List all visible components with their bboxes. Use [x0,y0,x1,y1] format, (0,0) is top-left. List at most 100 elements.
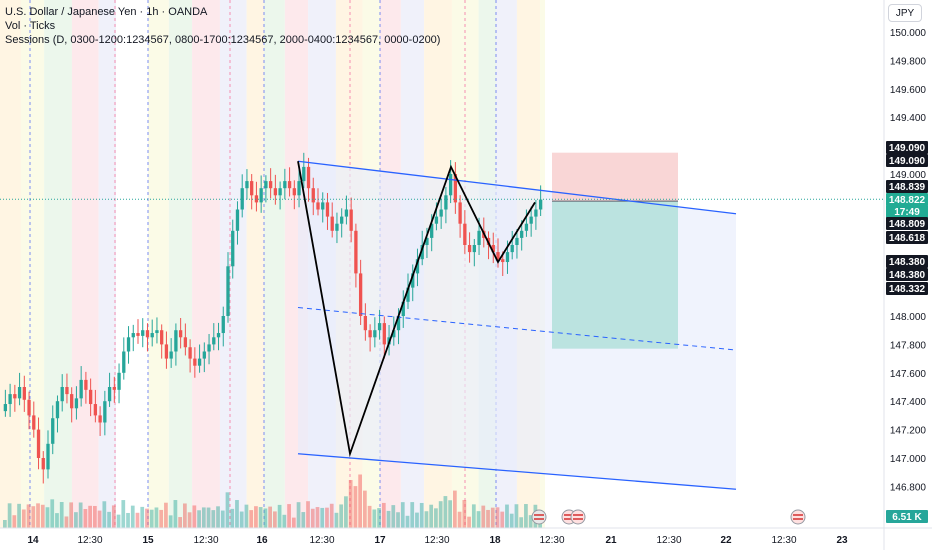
candle-body [264,181,268,189]
volume-bar [410,502,415,528]
volume-bar [509,513,514,528]
volume-bar [7,503,12,528]
volume-bar [21,509,26,528]
time-label: 23 [836,535,848,546]
price-label-text: 17:49 [894,207,920,218]
volume-bar [296,502,301,528]
volume-bar [372,509,377,528]
candle-body [84,379,88,390]
candle-body [340,216,344,224]
candle-body [415,259,420,274]
candle-body [27,399,31,416]
candle-body [491,245,495,253]
volume-bar [187,512,192,528]
candle-body [439,209,443,217]
volume-bar [154,507,159,528]
volume-bar [211,510,216,528]
candle-body [401,301,405,316]
candle-body [169,351,173,359]
volume-bar [45,507,50,528]
candle-body [458,202,462,224]
price-tick-label: 149.800 [890,56,927,67]
volume-bar [197,510,201,528]
candle-body [501,259,505,263]
volume-bar [220,510,225,528]
volume-bar [495,507,500,528]
stop-loss-zone [552,152,678,202]
volume-bar [514,504,519,528]
candle-body [183,337,188,348]
price-label: 148.822 [886,193,928,206]
volume-bar [102,501,107,528]
candle-body [250,181,254,196]
lightning-event-icon [531,509,547,525]
sessions-indicator-label[interactable]: Sessions (D, 0300-1200:1234567, 0800-170… [5,34,441,46]
candle-body [321,202,325,210]
candle-body [164,344,169,359]
price-label-text: 149.090 [889,156,926,167]
price-tick-label: 149.000 [890,170,927,181]
candle-body [453,174,458,203]
candle-body [155,330,159,334]
candle-body [396,316,401,331]
volume-bar [201,507,206,528]
pattern-drawing [297,161,536,458]
session-band [20,0,45,528]
volume-bar [168,515,173,528]
volume-bar [476,511,481,528]
volume-bar [3,520,7,528]
candle-body [216,333,221,338]
candle-body [117,372,121,390]
candle-body [496,252,500,260]
candle-body [13,394,17,399]
volume-bar [344,496,348,528]
price-label: 149.090 [886,141,928,154]
volume-bar [419,502,424,528]
time-label: 14 [27,535,39,546]
candle-body [221,316,225,334]
candle-body [330,216,334,231]
candle-body [358,273,363,316]
volume-bar [471,504,476,528]
time-label: 12:30 [656,535,681,546]
candle-body [392,330,396,338]
candle-body [231,230,235,267]
currency-button[interactable]: JPY [888,4,922,22]
candle-body [188,347,192,359]
candle-body [349,209,353,231]
candle-body [297,181,301,196]
candle-body [477,230,481,245]
volume-bar [457,511,462,528]
candle-body [406,287,410,302]
candle-body [212,337,216,345]
volume-bar [206,507,211,528]
event-marker [531,509,547,525]
candle-body [193,358,197,366]
candle-body [515,237,519,245]
candle-body [17,387,22,399]
price-tick-label: 148.000 [890,312,927,323]
symbol-title[interactable]: U.S. Dollar / Japanese Yen · 1h · OANDA [5,6,208,18]
candle-body [131,333,135,338]
price-ticks: 150.000 149.800 149.600 149.400 149.000 148.0… [890,28,927,493]
candle-body [112,387,116,390]
volume-bar [97,510,102,528]
candle-body [254,195,259,203]
price-label-bg [886,205,928,218]
volume-bar [363,490,367,528]
volume-bar [353,486,358,528]
candle-body [178,330,183,338]
time-label: 12:30 [309,535,334,546]
price-label-bg [886,282,928,295]
candle-body [55,401,60,419]
candle-body [524,223,529,231]
candle-body [448,174,453,196]
volume-bar [524,504,528,528]
volume-bar [159,509,164,528]
candle-body [174,330,178,352]
volume-indicator-label[interactable]: Vol · Ticks [5,20,56,32]
volume-bar [306,501,310,528]
time-label: 18 [489,535,501,546]
